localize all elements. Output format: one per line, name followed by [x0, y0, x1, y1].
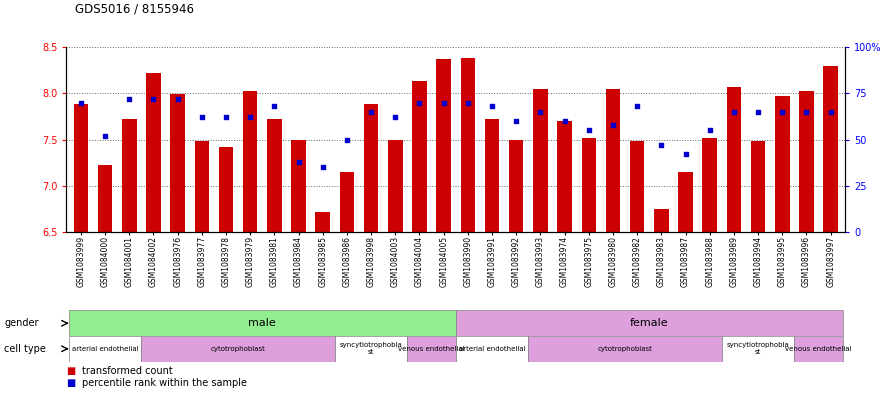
Bar — [219, 147, 234, 232]
Point — [679, 151, 693, 158]
Point — [122, 96, 136, 102]
Bar — [775, 96, 789, 232]
Point — [389, 114, 403, 121]
Bar — [388, 140, 403, 232]
Point — [824, 108, 838, 115]
Bar — [528, 336, 722, 362]
Point — [751, 108, 766, 115]
Text: gender: gender — [4, 318, 39, 328]
Text: syncytiotrophobla
st: syncytiotrophobla st — [340, 342, 403, 355]
Bar — [456, 310, 843, 336]
Point — [654, 142, 668, 148]
Point — [340, 136, 354, 143]
Bar — [407, 336, 456, 362]
Point — [461, 99, 475, 106]
Text: ■: ■ — [66, 378, 75, 388]
Bar — [69, 310, 456, 336]
Bar — [335, 336, 407, 362]
Point — [509, 118, 523, 124]
Point — [243, 114, 258, 121]
Point — [195, 114, 209, 121]
Bar — [142, 336, 335, 362]
Bar — [795, 336, 843, 362]
Bar — [630, 141, 644, 232]
Point — [558, 118, 572, 124]
Point — [630, 103, 644, 109]
Bar — [703, 138, 717, 232]
Point — [219, 114, 233, 121]
Point — [98, 133, 112, 139]
Text: arterial endothelial: arterial endothelial — [72, 346, 138, 352]
Point — [171, 96, 185, 102]
Bar — [678, 172, 693, 232]
Bar — [509, 140, 524, 232]
Bar — [456, 336, 528, 362]
Point — [291, 158, 305, 165]
Bar — [558, 121, 572, 232]
Bar — [146, 73, 161, 232]
Point — [485, 103, 499, 109]
Point — [727, 108, 741, 115]
Bar — [823, 66, 838, 232]
Bar — [364, 105, 379, 232]
Bar — [722, 336, 795, 362]
Bar — [460, 58, 475, 232]
Text: arterial endothelial: arterial endothelial — [458, 346, 526, 352]
Bar — [605, 89, 620, 232]
Bar — [412, 81, 427, 232]
Point — [364, 108, 378, 115]
Bar — [267, 119, 281, 232]
Text: cytotrophoblast: cytotrophoblast — [211, 346, 266, 352]
Point — [606, 121, 620, 128]
Bar — [436, 59, 451, 232]
Bar — [799, 90, 813, 232]
Bar — [171, 94, 185, 232]
Point — [799, 108, 813, 115]
Bar — [727, 87, 741, 232]
Bar — [195, 141, 209, 232]
Bar — [340, 172, 354, 232]
Point — [581, 127, 596, 133]
Text: transformed count: transformed count — [82, 366, 173, 376]
Point — [267, 103, 281, 109]
Point — [73, 99, 88, 106]
Bar — [98, 165, 112, 232]
Bar — [315, 211, 330, 232]
Bar — [533, 89, 548, 232]
Point — [436, 99, 450, 106]
Text: syncytiotrophobla
st: syncytiotrophobla st — [727, 342, 789, 355]
Point — [412, 99, 427, 106]
Point — [146, 96, 160, 102]
Bar — [291, 140, 306, 232]
Text: male: male — [249, 318, 276, 328]
Bar — [654, 209, 668, 232]
Point — [703, 127, 717, 133]
Bar — [243, 90, 258, 232]
Point — [316, 164, 330, 171]
Text: female: female — [630, 318, 668, 328]
Bar — [69, 336, 142, 362]
Point — [775, 108, 789, 115]
Text: cell type: cell type — [4, 344, 46, 354]
Bar — [122, 119, 136, 232]
Text: percentile rank within the sample: percentile rank within the sample — [82, 378, 247, 388]
Text: ■: ■ — [66, 366, 75, 376]
Bar — [581, 138, 596, 232]
Bar — [73, 105, 88, 232]
Text: venous endothelial: venous endothelial — [398, 346, 465, 352]
Text: GDS5016 / 8155946: GDS5016 / 8155946 — [75, 3, 194, 16]
Point — [534, 108, 548, 115]
Text: cytotrophoblast: cytotrophoblast — [597, 346, 652, 352]
Bar — [750, 141, 766, 232]
Text: venous endothelial: venous endothelial — [785, 346, 852, 352]
Bar — [485, 119, 499, 232]
